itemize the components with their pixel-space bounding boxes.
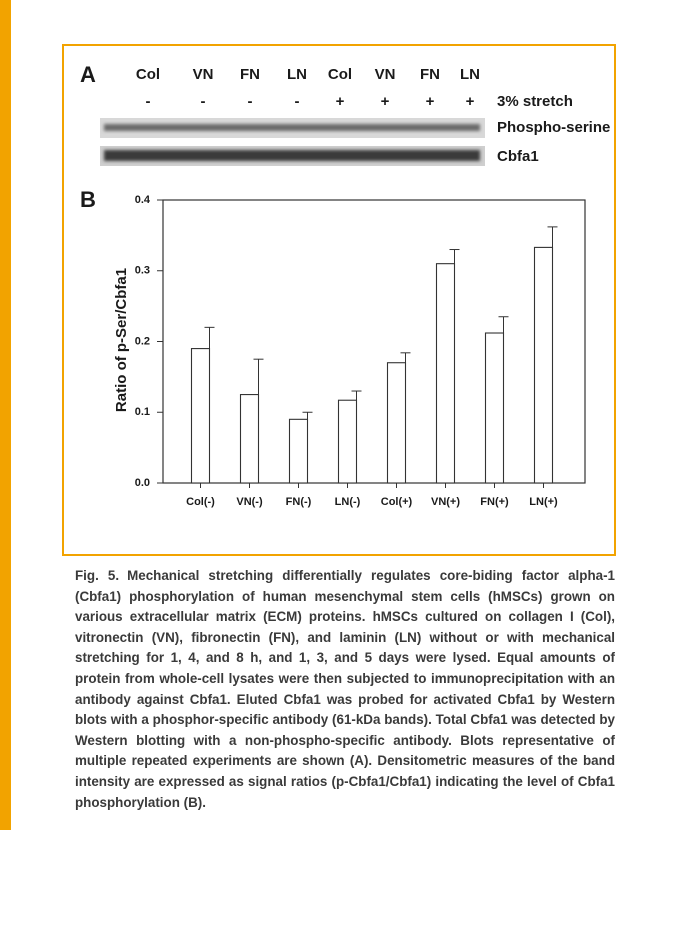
lane-label: LN [287,66,307,83]
bar [241,395,259,483]
stretch-sign: + [426,93,435,110]
stretch-sign: + [336,93,345,110]
blot-label: Phospho-serine [497,119,610,136]
x-tick-label: FN(+) [480,496,509,508]
caption-label: Fig. 5. [75,568,119,583]
y-tick-label: 0.3 [135,265,150,277]
blot [100,118,485,166]
panel-label: A [80,62,96,87]
bar [535,247,553,483]
stretch-sign: + [466,93,475,110]
y-tick-label: 0.0 [135,477,150,489]
panel-label: B [80,187,96,212]
stretch-label: 3% stretch [497,93,573,110]
lane-label: Col [136,66,160,83]
bar [437,264,455,483]
x-tick-label: VN(+) [431,496,460,508]
lane-label: VN [193,66,214,83]
plot-frame [163,200,585,483]
y-tick-label: 0.2 [135,335,150,347]
stretch-sign: - [248,93,253,110]
x-tick-label: FN(-) [286,496,312,508]
stretch-sign: - [295,93,300,110]
caption: Fig. 5.Mechanical stretching differentia… [75,566,615,813]
lane-label: LN [460,66,480,83]
y-axis-label: Ratio of p-Ser/Cbfa1 [113,268,130,412]
stretch-sign: - [201,93,206,110]
bar [290,419,308,483]
lane-label: FN [420,66,440,83]
lane-label: VN [375,66,396,83]
y-tick-label: 0.1 [135,406,150,418]
caption-text: Mechanical stretching differentially reg… [75,568,615,810]
bar [339,400,357,483]
stretch-sign: - [146,93,151,110]
x-tick-label: Col(-) [186,496,215,508]
lane-label: Col [328,66,352,83]
stretch-sign: + [381,93,390,110]
bar [192,349,210,483]
x-tick-label: Col(+) [381,496,413,508]
bar [388,363,406,483]
x-tick-label: VN(-) [236,496,263,508]
y-tick-label: 0.4 [135,194,151,206]
bar [486,333,504,483]
page: A B 3% stretch Phospho-serine Cbfa1 Rati… [0,0,673,930]
x-tick-label: LN(+) [529,496,558,508]
x-tick-label: LN(-) [335,496,361,508]
blot-label: Cbfa1 [497,148,539,165]
lane-label: FN [240,66,260,83]
figure: A B 3% stretch Phospho-serine Cbfa1 Rati… [0,0,673,560]
